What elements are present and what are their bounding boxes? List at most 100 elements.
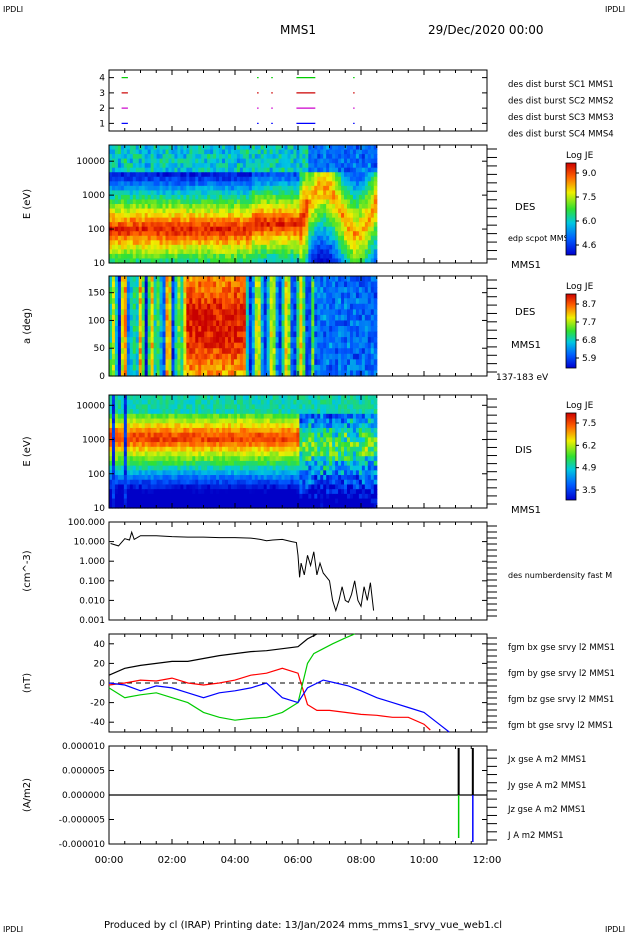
heatmap-cell	[120, 331, 125, 338]
heatmap-cell	[165, 442, 170, 448]
heatmap-cell	[352, 204, 357, 210]
heatmap-cell	[150, 503, 155, 509]
heatmap-cell	[216, 222, 220, 228]
heatmap-cell	[245, 158, 250, 164]
heatmap-cell	[308, 172, 312, 178]
heatmap-cell	[201, 409, 205, 415]
heatmap-cell	[236, 235, 241, 241]
heatmap-cell	[263, 287, 268, 294]
heatmap-cell	[210, 337, 214, 344]
heatmap-cell	[341, 217, 345, 223]
heatmap-cell	[355, 348, 360, 355]
heatmap-cell	[260, 172, 265, 178]
heatmap-cell	[293, 217, 298, 223]
heatmap-cell	[373, 181, 378, 187]
heatmap-cell	[230, 231, 235, 237]
heatmap-cell	[165, 222, 170, 228]
heatmap-cell	[216, 281, 220, 288]
heatmap-cell	[302, 253, 306, 260]
heatmap-cell	[361, 163, 366, 169]
heatmap-cell	[344, 240, 348, 246]
heatmap-cell	[305, 281, 309, 288]
heatmap-cell	[326, 167, 330, 173]
heatmap-cell	[323, 337, 327, 344]
heatmap-cell	[293, 154, 298, 160]
heatmap-cell	[242, 240, 247, 246]
heatmap-cell	[281, 326, 286, 333]
heatmap-cell	[287, 217, 292, 223]
heatmap-cell	[153, 292, 158, 299]
heatmap-cell	[198, 208, 202, 214]
heatmap-cell	[373, 253, 378, 260]
heatmap-cell	[153, 460, 158, 467]
heatmap-cell	[159, 298, 164, 305]
heatmap-cell	[284, 145, 289, 151]
heatmap-cell	[370, 204, 375, 210]
heatmap-cell	[213, 176, 217, 182]
heatmap-cell	[251, 204, 256, 210]
heatmap-cell	[287, 154, 292, 160]
heatmap-cell	[239, 249, 244, 255]
heatmap-cell	[305, 342, 309, 349]
heatmap-cell	[141, 190, 146, 196]
heatmap-cell	[150, 446, 155, 453]
heatmap-cell	[347, 158, 351, 164]
heatmap-cell	[216, 359, 220, 366]
heatmap-cell	[287, 240, 292, 246]
heatmap-cell	[168, 353, 173, 360]
heatmap-cell	[177, 320, 181, 327]
heatmap-cell	[207, 314, 211, 322]
heatmap-cell	[192, 190, 196, 196]
heatmap-cell	[144, 342, 149, 349]
heatmap-cell	[156, 370, 161, 377]
heatmap-cell	[308, 292, 312, 299]
heatmap-cell	[111, 353, 116, 360]
heatmap-cell	[257, 281, 262, 288]
heatmap-cell	[114, 479, 119, 486]
heatmap-cell	[123, 484, 128, 490]
heatmap-cell	[308, 342, 312, 349]
heatmap-cell	[144, 353, 149, 360]
heatmap-cell	[120, 446, 125, 453]
heatmap-cell	[117, 320, 122, 327]
heatmap-cell	[195, 190, 199, 196]
heatmap-cell	[165, 479, 170, 486]
heatmap-cell	[195, 353, 199, 360]
heatmap-cell	[156, 489, 161, 495]
heatmap-cell	[129, 194, 134, 201]
heatmap-cell	[272, 253, 277, 260]
heatmap-cell	[186, 359, 190, 366]
heatmap-cell	[367, 244, 372, 250]
heatmap-cell	[308, 240, 312, 246]
heatmap-cell	[287, 298, 292, 305]
heatmap-cell	[308, 249, 312, 255]
heatmap-cell	[266, 231, 271, 237]
heatmap-cell	[302, 149, 306, 155]
heatmap-cell	[201, 353, 205, 360]
heatmap-cell	[198, 222, 202, 228]
heatmap-cell	[329, 353, 333, 360]
heatmap-cell	[341, 158, 345, 164]
heatmap-cell	[272, 292, 277, 299]
heatmap-cell	[352, 231, 357, 237]
heatmap-cell	[174, 359, 179, 366]
heatmap-cell	[228, 249, 232, 255]
heatmap-cell	[126, 199, 131, 205]
heatmap-cell	[263, 314, 268, 322]
heatmap-cell	[159, 235, 164, 241]
heatmap-cell	[236, 287, 241, 294]
heatmap-cell	[329, 158, 333, 164]
heatmap-cell	[129, 348, 134, 355]
heatmap-cell	[305, 370, 309, 377]
heatmap-cell	[314, 331, 318, 338]
heatmap-cell	[284, 158, 289, 164]
heatmap-cell	[111, 359, 116, 366]
heatmap-cell	[138, 364, 143, 372]
heatmap-cell	[150, 213, 155, 219]
heatmap-cell	[114, 418, 119, 424]
heatmap-cell	[373, 353, 378, 360]
heatmap-cell	[171, 479, 176, 486]
heatmap-cell	[263, 309, 268, 316]
heatmap-cell	[195, 217, 199, 223]
heatmap-cell	[219, 181, 223, 187]
